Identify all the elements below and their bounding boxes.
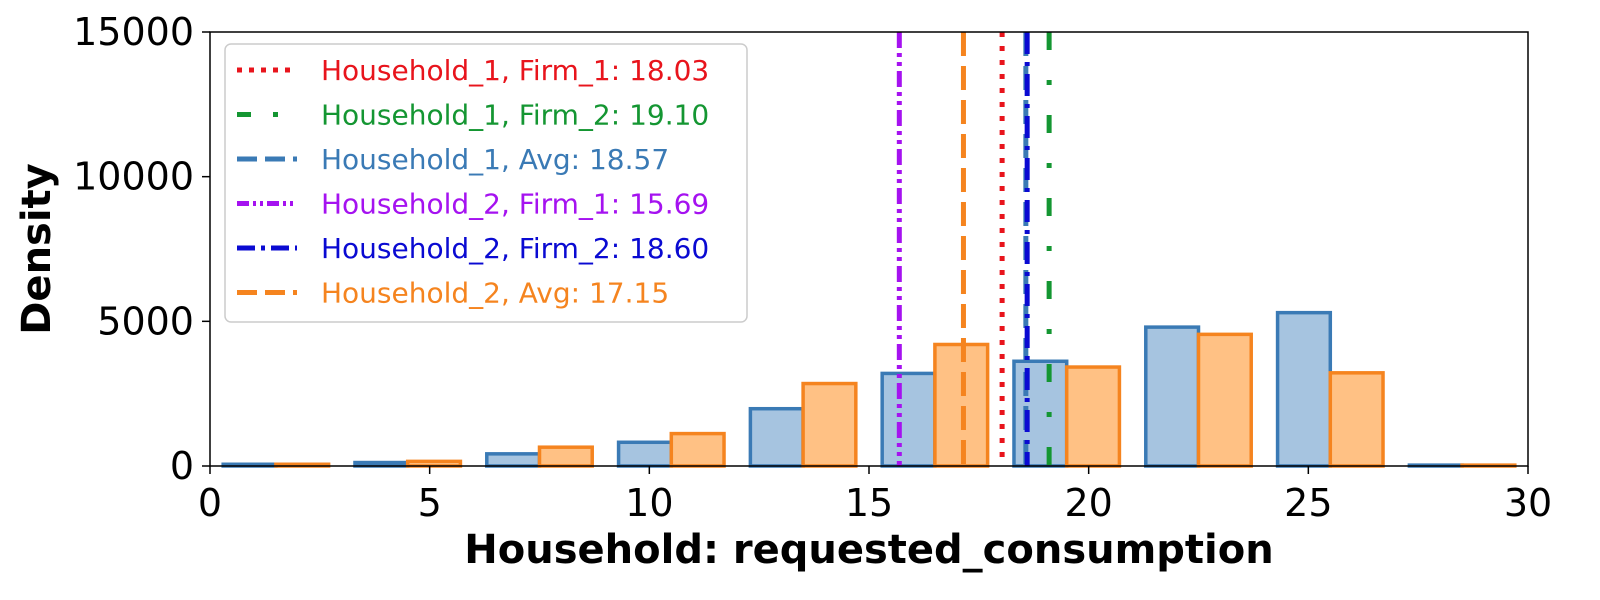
histogram-bar-series2-bin5 [801, 381, 858, 468]
y-tick-label: 10000 [73, 155, 194, 199]
legend-label-5: Household_2, Firm_2: 18.60 [321, 232, 709, 265]
histogram-bar-series1-bin8 [1144, 325, 1201, 468]
y-tick-label: 15000 [73, 10, 194, 54]
histogram-bar-series1-bin5 [748, 406, 805, 468]
y-tick-label: 0 [170, 444, 194, 488]
histogram-bar-series1-bin3 [485, 452, 542, 468]
x-axis-title: Household: requested_consumption [464, 527, 1273, 573]
x-tick-label: 15 [845, 481, 893, 525]
histogram-bars [221, 310, 1517, 468]
reference-lines [896, 32, 1052, 466]
legend-label-3: Household_1, Avg: 18.57 [321, 143, 669, 176]
histogram-bar-series2-bin3 [537, 445, 594, 468]
histogram-bar-series2-bin7 [1064, 365, 1122, 468]
legend-box [224, 43, 748, 323]
x-tick-label: 10 [625, 481, 673, 525]
x-tick-label: 0 [198, 481, 222, 525]
legend-label-2: Household_1, Firm_2: 19.10 [321, 99, 709, 132]
histogram-bar-series1-bin4 [616, 440, 674, 468]
x-tick-label: 5 [418, 481, 442, 525]
x-axis: 0 5 10 15 20 25 30 [198, 466, 1552, 525]
histogram-bar-series1-bin6 [880, 371, 937, 468]
y-axis: 0 5000 10000 15000 [73, 10, 210, 488]
legend-label-1: Household_1, Firm_1: 18.03 [321, 54, 709, 87]
histogram-bar-series2-bin9 [1328, 371, 1385, 468]
legend-label-4: Household_2, Firm_1: 15.69 [321, 188, 709, 221]
histogram-bar-series2-bin4 [669, 431, 726, 468]
histogram-bar-series1-bin9 [1275, 310, 1333, 468]
y-axis-title: Density [14, 163, 60, 335]
legend: Household_1, Firm_1: 18.03 Household_1, F… [224, 43, 748, 323]
y-tick-label: 5000 [97, 299, 194, 343]
x-tick-label: 20 [1064, 481, 1112, 525]
x-tick-label: 30 [1504, 481, 1552, 525]
histogram-bar-series1-bin7 [1012, 359, 1069, 468]
legend-label-6: Household_2, Avg: 17.15 [321, 277, 669, 310]
histogram-bar-series2-bin8 [1196, 332, 1253, 468]
x-tick-label: 25 [1284, 481, 1332, 525]
